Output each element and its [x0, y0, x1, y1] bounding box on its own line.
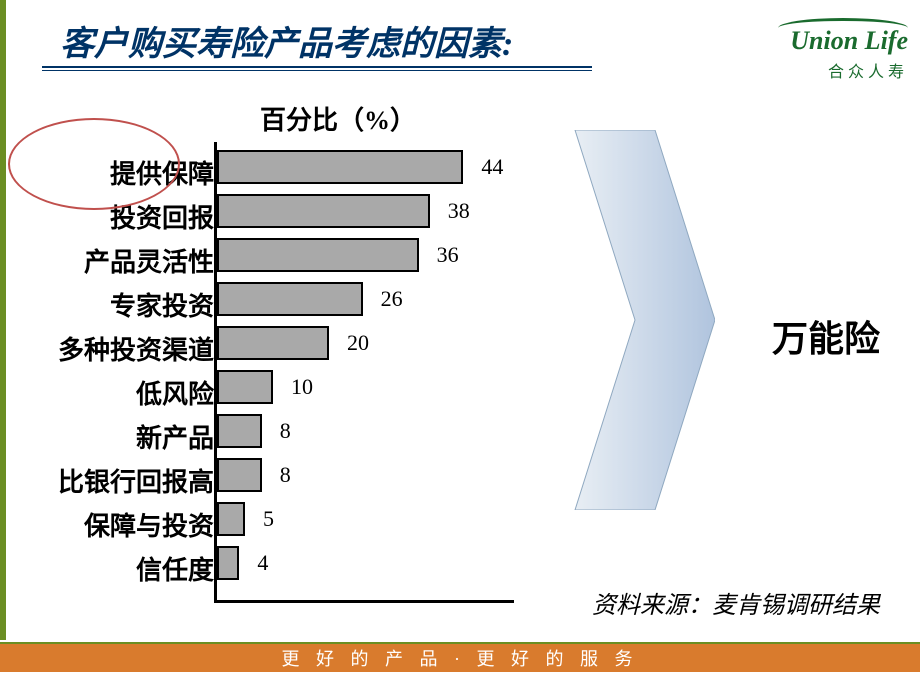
- bar-label: 多种投资渠道: [58, 330, 214, 367]
- bar-row: 信任度 4: [24, 544, 584, 588]
- arrow-icon: [565, 130, 715, 510]
- bar-label: 产品灵活性: [84, 242, 214, 279]
- bottom-strip: [0, 672, 920, 690]
- bar: [217, 150, 463, 184]
- bar: [217, 282, 363, 316]
- footer-band: 更 好 的 产 品 · 更 好 的 服 务: [0, 642, 920, 672]
- left-accent-band: [0, 0, 6, 640]
- bar-label: 保障与投资: [84, 506, 214, 543]
- bar-row: 比银行回报高 8: [24, 456, 584, 500]
- highlight-circle: [8, 118, 180, 210]
- bar: [217, 370, 273, 404]
- title-underline: [42, 66, 592, 68]
- bar: [217, 502, 245, 536]
- bar-value: 26: [381, 286, 403, 312]
- bar-value: 36: [437, 242, 459, 268]
- footer-text: 更 好 的 产 品 · 更 好 的 服 务: [282, 649, 639, 669]
- arrow-graphic: [565, 130, 715, 510]
- title-underline-thin: [42, 70, 592, 71]
- bar-label: 信任度: [136, 550, 214, 587]
- logo: Union Life 合众人寿: [790, 18, 908, 82]
- chart-axis-title: 百分比（%）: [260, 100, 416, 137]
- logo-swoosh-icon: [778, 18, 908, 28]
- conclusion-text: 万能险: [772, 310, 880, 362]
- bar: [217, 238, 419, 272]
- bar: [217, 414, 262, 448]
- logo-sub-text: 合众人寿: [790, 58, 908, 82]
- bar-value: 44: [481, 154, 503, 180]
- bar-label: 专家投资: [110, 286, 214, 323]
- bar-label: 低风险: [136, 374, 214, 411]
- bar-value: 8: [280, 462, 291, 488]
- bar-row: 低风险 10: [24, 368, 584, 412]
- bar-value: 4: [257, 550, 268, 576]
- bar-row: 保障与投资 5: [24, 500, 584, 544]
- bar: [217, 546, 239, 580]
- x-axis: [214, 600, 514, 603]
- bar: [217, 326, 329, 360]
- slide-title: 客户购买寿险产品考虑的因素:: [60, 16, 513, 65]
- bar-row: 多种投资渠道 20: [24, 324, 584, 368]
- bar-value: 8: [280, 418, 291, 444]
- bar-label: 比银行回报高: [58, 462, 214, 499]
- logo-main-text: Union Life: [790, 26, 908, 56]
- bar-row: 新产品 8: [24, 412, 584, 456]
- bar-value: 20: [347, 330, 369, 356]
- bar-row: 产品灵活性 36: [24, 236, 584, 280]
- source-text: 资料来源：麦肯锡调研结果: [592, 585, 880, 620]
- bar-row: 专家投资 26: [24, 280, 584, 324]
- bar-value: 5: [263, 506, 274, 532]
- bar-value: 38: [448, 198, 470, 224]
- bar: [217, 458, 262, 492]
- bar-label: 新产品: [136, 418, 214, 455]
- bar-value: 10: [291, 374, 313, 400]
- bar: [217, 194, 430, 228]
- slide: 客户购买寿险产品考虑的因素: Union Life 合众人寿 百分比（%） 提供…: [0, 0, 920, 690]
